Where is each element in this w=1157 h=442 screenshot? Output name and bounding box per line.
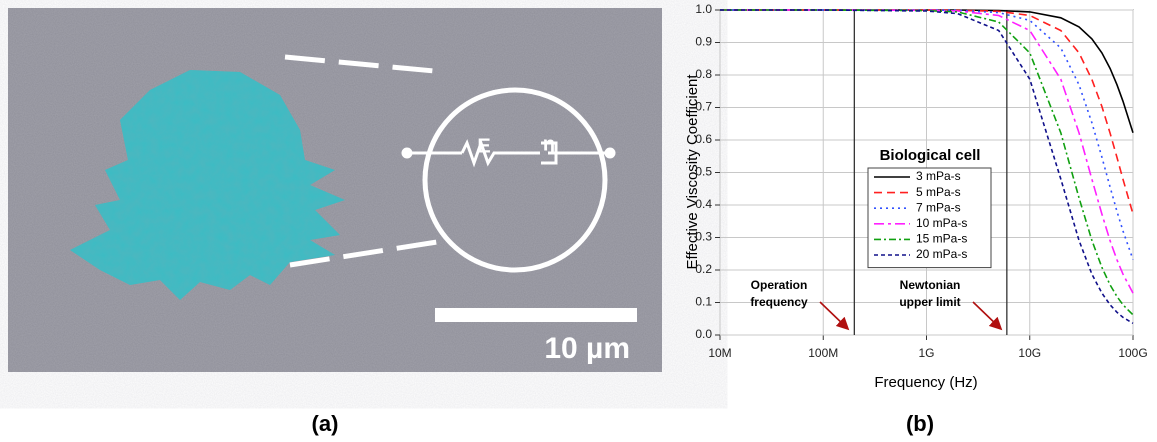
caption: (b) (906, 411, 934, 436)
y-tick-label: 0.1 (695, 295, 712, 309)
cell (70, 70, 345, 300)
annotation-arrow (819, 301, 850, 331)
series-line (720, 9, 1134, 324)
caption: (a) (312, 411, 339, 436)
annotation: Newtonian (900, 278, 961, 292)
legend-box (867, 167, 992, 269)
x-tick-label: 1G (918, 346, 934, 360)
scale-bar (435, 308, 637, 322)
y-tick-label: 0.9 (695, 35, 712, 49)
y-tick-label: 0.8 (695, 67, 712, 81)
scale-label: 10 µm (544, 332, 630, 365)
x-tick-label: 10M (708, 346, 731, 360)
y-tick-label: 0.5 (695, 165, 712, 179)
legend-label: 10 mPa-s (916, 216, 967, 230)
y-tick-label: 0.7 (695, 100, 712, 114)
annotation: frequency (750, 295, 808, 309)
y-tick-label: 0.2 (695, 262, 712, 276)
legend-label: 5 mPa-s (916, 185, 961, 199)
x-tick-label: 100M (808, 346, 838, 360)
x-tick-label: 10G (1018, 346, 1041, 360)
legend-label: 3 mPa-s (916, 169, 961, 183)
y-axis-label: Effective Viscosity Coefficient (684, 74, 701, 270)
model-drawing (284, 54, 616, 273)
spring-label: E (477, 135, 490, 157)
legend-label: 15 mPa-s (916, 232, 967, 246)
x-axis-label: Frequency (Hz) (874, 374, 977, 391)
y-tick-label: 0.0 (695, 327, 712, 341)
y-tick-label: 0.6 (695, 132, 712, 146)
panel-a-image: E η 10 µm (8, 8, 662, 372)
legend-title: Biological cell (880, 147, 981, 164)
dashpot-label: η (543, 133, 555, 155)
legend-label: 7 mPa-s (916, 200, 961, 214)
annotation: Operation (751, 278, 808, 292)
annotation: upper limit (899, 295, 960, 309)
x-tick-label: 100G (1118, 346, 1147, 360)
y-tick-label: 0.4 (695, 197, 712, 211)
annotation-arrow (972, 301, 1003, 331)
y-tick-label: 0.3 (695, 230, 712, 244)
legend-label: 20 mPa-s (916, 247, 967, 261)
y-tick-label: 1.0 (695, 2, 712, 16)
